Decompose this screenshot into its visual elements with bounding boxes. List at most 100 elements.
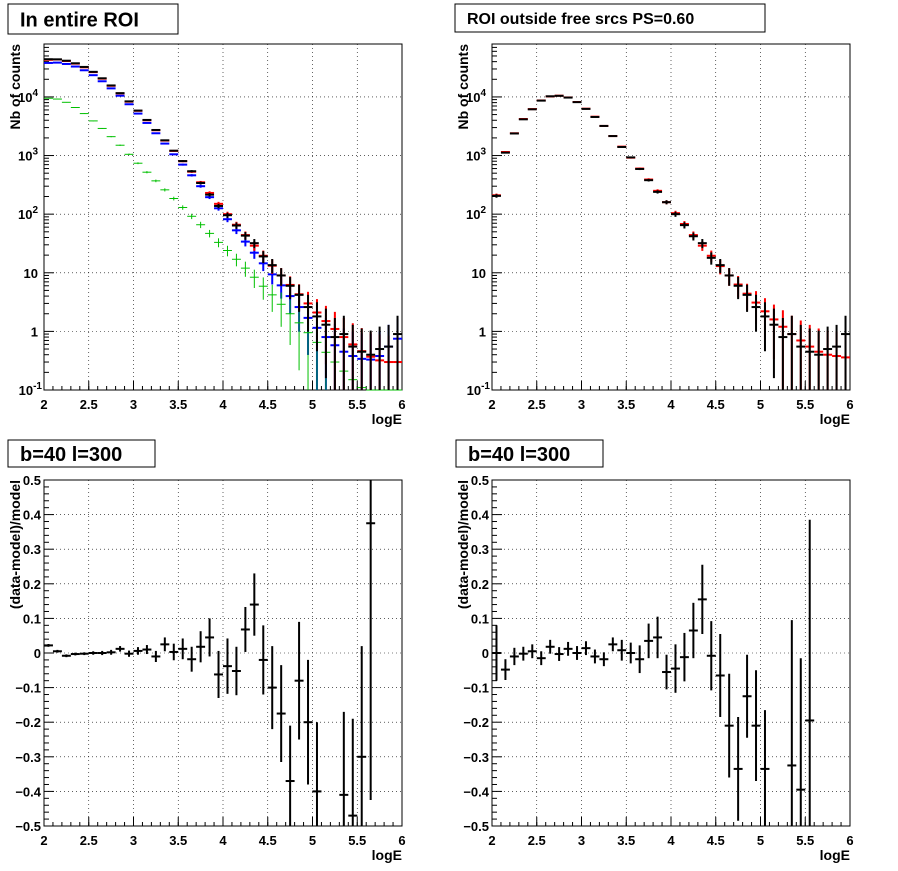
y-tick-label: 10 [472, 266, 486, 281]
data-point [231, 646, 241, 696]
data-point [106, 136, 116, 138]
data-point [223, 212, 232, 218]
chart-title: b=40 l=300 [20, 444, 122, 466]
data-point [44, 97, 53, 99]
data-point [249, 269, 259, 288]
data-point [249, 573, 259, 636]
data-point [169, 643, 179, 661]
data-point [196, 184, 206, 188]
data-point [492, 625, 501, 681]
data-point [787, 315, 797, 390]
data-point [97, 127, 107, 129]
data-point [706, 252, 716, 265]
data-point [679, 632, 689, 682]
y-tick-label: −0.2 [463, 715, 489, 730]
data-point [366, 330, 376, 390]
data-point [357, 328, 367, 390]
data-point [196, 181, 206, 185]
data-point [536, 651, 546, 666]
data-point [231, 222, 241, 229]
data-point [662, 200, 671, 205]
data-point [590, 649, 600, 664]
data-point [303, 659, 313, 785]
data-point [223, 638, 232, 694]
data-point [106, 649, 116, 655]
data-point [572, 101, 582, 104]
data-point [724, 673, 734, 778]
x-tick-label: 2 [40, 833, 47, 848]
x-tick-label: 6 [846, 833, 853, 848]
data-point [581, 641, 591, 656]
data-point [635, 645, 645, 674]
data-point [214, 203, 223, 209]
chart-title-box [455, 439, 604, 468]
data-point [187, 213, 197, 220]
data-point [635, 167, 645, 171]
y-tick-label: −0.1 [463, 681, 489, 696]
data-point [160, 188, 170, 192]
data-point [393, 315, 402, 390]
data-point [88, 120, 98, 122]
x-tick-label: 3 [578, 833, 585, 848]
data-point [527, 644, 537, 659]
x-tick-label: 5 [309, 833, 316, 848]
data-point [133, 109, 143, 112]
x-tick-label: 5 [757, 833, 764, 848]
data-point [384, 324, 394, 390]
y-tick-label: −0.2 [15, 715, 41, 730]
y-tick-label: −0.4 [463, 784, 489, 799]
data-point [52, 649, 62, 653]
data-point [142, 645, 152, 655]
x-axis-label: logE [820, 847, 850, 863]
x-tick-label: 2 [40, 397, 47, 412]
data-point [142, 171, 152, 174]
data-point [626, 156, 636, 159]
data-point [205, 229, 215, 238]
chart-title: In entire ROI [20, 9, 139, 31]
y-axis-label: (data-model)/model [7, 480, 23, 609]
x-tick-label: 3 [130, 833, 137, 848]
data-point [223, 245, 232, 257]
data-point [61, 101, 71, 103]
data-point [169, 153, 179, 156]
y-tick-label: −0.3 [15, 750, 41, 765]
chart-title: b=40 l=300 [468, 444, 570, 466]
data-point [70, 652, 80, 656]
data-point [644, 178, 654, 182]
data-point [509, 647, 519, 666]
data-point [160, 139, 170, 142]
y-tick-label: 104 [466, 88, 486, 105]
y-tick-label: 0.2 [23, 577, 41, 592]
series-1 [492, 519, 815, 826]
y-tick-label: 10 [24, 266, 38, 281]
x-tick-label: 5.5 [796, 833, 814, 848]
data-point [52, 98, 62, 100]
x-tick-label: 5 [757, 397, 764, 412]
data-point [142, 118, 152, 121]
y-tick-label: 10-1 [19, 381, 43, 398]
data-point [267, 646, 277, 730]
data-point [671, 644, 680, 693]
data-point [509, 132, 519, 135]
y-tick-label: −0.3 [463, 750, 489, 765]
data-point [742, 284, 752, 312]
y-tick-label: 0.4 [471, 508, 490, 523]
data-point [366, 480, 376, 801]
x-tick-label: 4.5 [259, 397, 277, 412]
y-tick-label: 103 [466, 147, 486, 164]
y-tick-label: −0.5 [15, 819, 41, 834]
data-point [796, 324, 806, 390]
data-point [796, 658, 806, 826]
data-point [348, 324, 358, 390]
data-point [706, 621, 716, 691]
data-point [231, 253, 241, 267]
data-point [608, 637, 618, 652]
data-point [285, 277, 295, 300]
x-tick-label: 2.5 [80, 833, 98, 848]
data-point [124, 103, 134, 106]
data-point [294, 284, 304, 312]
chart-title-box [454, 3, 766, 33]
plot-frame [43, 43, 403, 391]
x-tick-label: 4.5 [707, 833, 725, 848]
data-point [312, 302, 322, 352]
